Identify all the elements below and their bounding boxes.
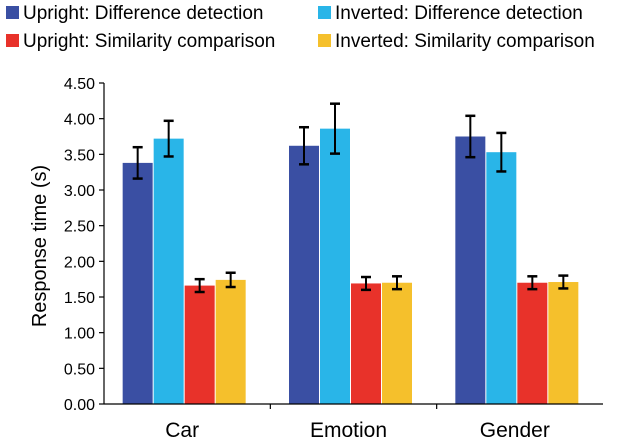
x-axis: Car Emotion Gender bbox=[104, 403, 603, 442]
y-tick-label: 3.00 bbox=[64, 183, 95, 200]
bar-emotion-series-3 bbox=[351, 283, 381, 404]
y-tick-label: 4.00 bbox=[64, 112, 95, 129]
bar-car-series-1 bbox=[122, 162, 153, 404]
y-axis: 0.00 0.50 1.00 1.50 2.00 2.50 3.00 3.50 4.00 4.50 bbox=[64, 76, 105, 414]
legend: Upright: Difference detection Inverted: D… bbox=[6, 3, 595, 52]
y-tick-label: 0.50 bbox=[64, 361, 95, 378]
bar-gender-series-1 bbox=[455, 136, 486, 404]
y-tick-label: 2.00 bbox=[64, 254, 95, 271]
bar-gender-series-3 bbox=[517, 282, 548, 404]
y-tick-label: 1.00 bbox=[64, 326, 95, 343]
y-tick-label: 4.50 bbox=[64, 76, 95, 93]
y-tick-label: 3.50 bbox=[64, 147, 95, 164]
x-tick-label: Car bbox=[165, 419, 199, 442]
bar-car-series-3 bbox=[184, 285, 215, 404]
y-tick-label: 2.50 bbox=[64, 219, 95, 236]
bar-gender-series-2 bbox=[486, 152, 517, 404]
legend-label: Inverted: Difference detection bbox=[335, 3, 583, 24]
bar-car-series-2 bbox=[153, 138, 184, 404]
legend-label: Inverted: Similarity comparison bbox=[335, 31, 595, 52]
bar-car-series-4 bbox=[215, 279, 246, 404]
bar-gender-series-4 bbox=[548, 282, 579, 404]
x-tick-label: Gender bbox=[480, 419, 550, 442]
legend-swatch bbox=[318, 34, 331, 47]
legend-swatch bbox=[6, 34, 19, 47]
legend-swatch bbox=[6, 6, 19, 19]
y-axis-title: Response time (s) bbox=[29, 165, 51, 327]
bar-emotion-series-4 bbox=[382, 282, 412, 404]
x-tick-label: Emotion bbox=[310, 419, 387, 442]
legend-label: Upright: Difference detection bbox=[23, 3, 263, 24]
legend-label: Upright: Similarity comparison bbox=[23, 31, 275, 52]
legend-swatch bbox=[318, 6, 331, 19]
bar-emotion-series-1 bbox=[289, 145, 319, 405]
plot-area bbox=[122, 102, 579, 405]
y-tick-label: 1.50 bbox=[64, 290, 95, 307]
bar-emotion-series-2 bbox=[320, 128, 350, 405]
y-tick-label: 0.00 bbox=[64, 397, 95, 414]
